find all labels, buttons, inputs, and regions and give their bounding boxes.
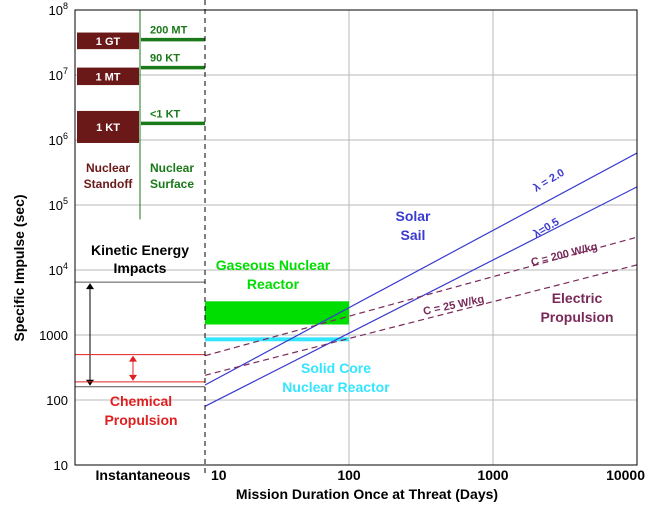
y-tick-label: 100 — [46, 393, 68, 408]
y-tick-exponent: 4 — [63, 261, 68, 271]
surface-level-label: <1 KT — [150, 108, 181, 120]
solar-sail-label: Sail — [401, 227, 426, 243]
standoff-block — [77, 32, 139, 50]
y-tick-base: 10 — [49, 263, 63, 278]
plot-frame — [74, 0, 638, 477]
x-tick-label: 10000 — [606, 467, 645, 483]
kinetic-energy-label: Kinetic Energy — [91, 242, 189, 258]
chemical-arrow-head-down — [129, 374, 137, 381]
y-tick-label: 107 — [49, 66, 68, 83]
kinetic-energy-label: Impacts — [114, 260, 167, 276]
chemical-arrow-head-up — [129, 355, 137, 362]
chemical-propulsion-label: Propulsion — [104, 412, 177, 428]
c25-label: C = 25 W/kg — [422, 293, 485, 318]
x-tick-label: 1000 — [477, 467, 508, 483]
standoff-block-label: 1 KT — [96, 122, 120, 134]
electric-propulsion-label: Electric — [552, 290, 603, 306]
series-lines — [204, 152, 638, 407]
x-tick-label: 100 — [337, 467, 361, 483]
gaseous-nuclear-label: Gaseous Nuclear — [216, 257, 331, 273]
solid-core-label: Nuclear Reactor — [282, 379, 390, 395]
y-tick-label: 104 — [49, 261, 68, 278]
gaseous-nuclear-band — [205, 301, 349, 325]
y-tick-base: 10 — [49, 3, 63, 18]
left-panel: 1 GT 1 MT 1 KT 200 MT 90 KT <1 KT — [75, 10, 205, 388]
standoff-block — [77, 110, 139, 143]
y-tick-exponent: 7 — [63, 66, 68, 76]
solid-core-band — [205, 337, 349, 342]
y-tick-base: 10 — [49, 68, 63, 83]
series-line-2 — [204, 236, 638, 357]
y-tick-label: 1000 — [39, 328, 68, 343]
kinetic-arrow-head-up — [86, 283, 94, 290]
y-tick-exponent: 6 — [63, 131, 68, 141]
y-tick-label: 108 — [49, 1, 68, 18]
annotations: Nuclear Standoff Nuclear Surface Kinetic Ene… — [84, 161, 614, 428]
gaseous-nuclear-label: Reactor — [247, 276, 300, 292]
nuclear-standoff-label: Standoff — [84, 177, 134, 191]
surface-level-label: 90 KT — [150, 53, 180, 65]
kinetic-arrow-head-down — [86, 379, 94, 386]
solid-core-label: Solid Core — [301, 360, 371, 376]
y-tick-label: 106 — [49, 131, 68, 148]
chemical-propulsion-label: Chemical — [110, 393, 172, 409]
surface-level-label: 200 MT — [150, 25, 188, 37]
plot-border — [74, 9, 638, 466]
standoff-block-label: 1 MT — [95, 71, 120, 83]
series-line-0 — [204, 152, 638, 386]
y-tick-exponent: 5 — [63, 196, 68, 206]
lambda-2-label: λ = 2.0 — [531, 167, 566, 195]
y-tick-base: 10 — [49, 198, 63, 213]
standoff-block-label: 1 GT — [96, 36, 121, 48]
solar-sail-label: Solar — [395, 208, 431, 224]
y-tick-label: 105 — [49, 196, 68, 213]
y-tick-exponent: 8 — [63, 1, 68, 11]
c200-label: C = 200 W/kg — [530, 241, 599, 269]
nuclear-surface-label: Nuclear — [150, 161, 194, 175]
y-axis-label: Specific Impulse (sec) — [11, 194, 27, 341]
lambda-05-label: λ=0.5 — [531, 216, 561, 241]
y-tick-label: 10 — [54, 458, 68, 473]
x-axis-label: Mission Duration Once at Threat (Days) — [236, 486, 498, 502]
standoff-block — [77, 67, 139, 86]
nuclear-surface-label: Surface — [150, 177, 194, 191]
y-tick-base: 10 — [49, 133, 63, 148]
electric-propulsion-label: Propulsion — [540, 309, 613, 325]
nuclear-standoff-label: Nuclear — [86, 161, 130, 175]
instantaneous-label: Instantaneous — [96, 467, 191, 483]
x-tick-label: 10 — [211, 467, 227, 483]
bands — [205, 301, 349, 342]
series-line-3 — [204, 264, 638, 376]
